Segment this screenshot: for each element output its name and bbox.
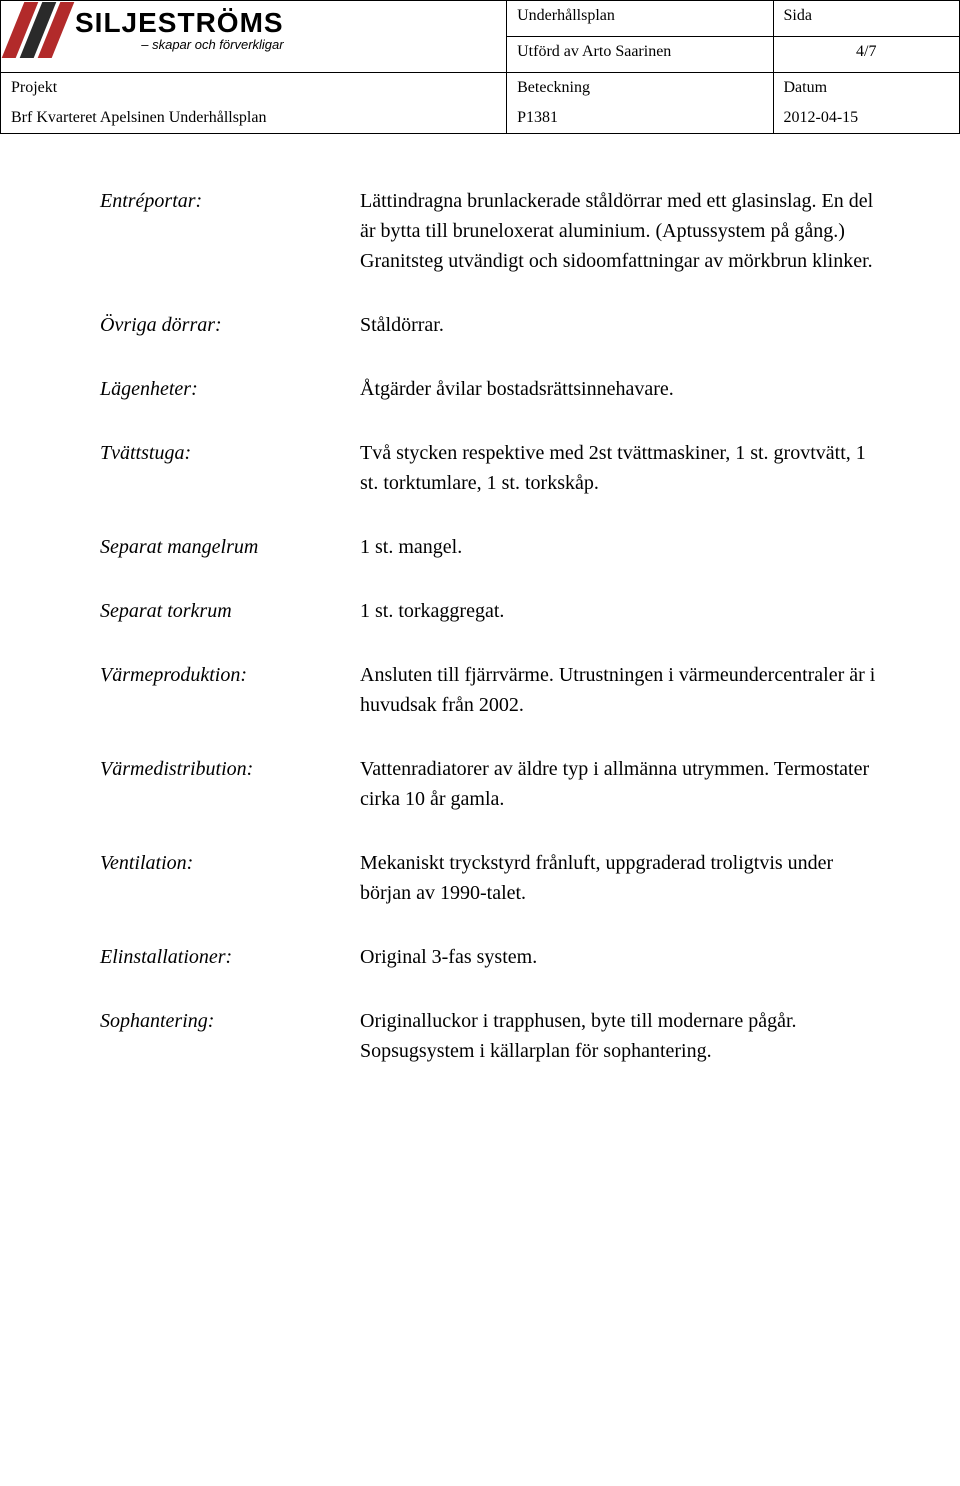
label-entreportar: Entréportar:: [100, 186, 360, 276]
logo-tagline: – skapar och förverkligar: [75, 37, 284, 52]
row-entreportar: Entréportar: Lättindragna brunlackerade …: [100, 186, 880, 276]
label-torkrum: Separat torkrum: [100, 596, 360, 626]
label-lagenheter: Lägenheter:: [100, 374, 360, 404]
projekt-value: Brf Kvarteret Apelsinen Underhållsplan: [1, 103, 507, 134]
content-body: Entréportar: Lättindragna brunlackerade …: [0, 134, 960, 1140]
row-mangelrum: Separat mangelrum 1 st. mangel.: [100, 532, 880, 562]
value-varmeproduktion: Ansluten till fjärrvärme. Utrustningen i…: [360, 660, 880, 720]
value-sophantering: Originalluckor i trapphusen, byte till m…: [360, 1006, 880, 1066]
sida-label: Sida: [773, 1, 960, 37]
row-tvattstuga: Tvättstuga: Två stycken respektive med 2…: [100, 438, 880, 498]
row-ovriga-dorrar: Övriga dörrar: Ståldörrar.: [100, 310, 880, 340]
author-line: Utförd av Arto Saarinen: [507, 37, 773, 73]
value-ovriga-dorrar: Ståldörrar.: [360, 310, 880, 340]
row-lagenheter: Lägenheter: Åtgärder åvilar bostadsrätts…: [100, 374, 880, 404]
value-torkrum: 1 st. torkaggregat.: [360, 596, 880, 626]
label-ventilation: Ventilation:: [100, 848, 360, 908]
label-ovriga-dorrar: Övriga dörrar:: [100, 310, 360, 340]
row-sophantering: Sophantering: Originalluckor i trapphuse…: [100, 1006, 880, 1066]
beteckning-label: Beteckning: [507, 73, 773, 104]
beteckning-value: P1381: [507, 103, 773, 134]
label-mangelrum: Separat mangelrum: [100, 532, 360, 562]
logo-name: SILJESTRÖMS: [75, 7, 284, 39]
projekt-label: Projekt: [1, 73, 507, 104]
row-torkrum: Separat torkrum 1 st. torkaggregat.: [100, 596, 880, 626]
datum-value: 2012-04-15: [773, 103, 960, 134]
logo-mark-icon: [11, 8, 67, 52]
page-number: 4/7: [773, 37, 960, 73]
row-elinstallationer: Elinstallationer: Original 3-fas system.: [100, 942, 880, 972]
datum-label: Datum: [773, 73, 960, 104]
page: SILJESTRÖMS – skapar och förverkligar Un…: [0, 0, 960, 1486]
value-tvattstuga: Två stycken respektive med 2st tvättmask…: [360, 438, 880, 498]
doc-title: Underhållsplan: [507, 1, 773, 37]
value-elinstallationer: Original 3-fas system.: [360, 942, 880, 972]
label-elinstallationer: Elinstallationer:: [100, 942, 360, 972]
label-sophantering: Sophantering:: [100, 1006, 360, 1066]
value-lagenheter: Åtgärder åvilar bostadsrättsinnehavare.: [360, 374, 880, 404]
label-varmedistribution: Värmedistribution:: [100, 754, 360, 814]
value-mangelrum: 1 st. mangel.: [360, 532, 880, 562]
value-varmedistribution: Vattenradiatorer av äldre typ i allmänna…: [360, 754, 880, 814]
row-ventilation: Ventilation: Mekaniskt tryckstyrd frånlu…: [100, 848, 880, 908]
value-ventilation: Mekaniskt tryckstyrd frånluft, uppgrader…: [360, 848, 880, 908]
row-varmeproduktion: Värmeproduktion: Ansluten till fjärrvärm…: [100, 660, 880, 720]
logo: SILJESTRÖMS – skapar och förverkligar: [11, 7, 496, 52]
logo-cell: SILJESTRÖMS – skapar och förverkligar: [1, 1, 507, 73]
label-varmeproduktion: Värmeproduktion:: [100, 660, 360, 720]
row-varmedistribution: Värmedistribution: Vattenradiatorer av ä…: [100, 754, 880, 814]
value-entreportar: Lättindragna brunlackerade ståldörrar me…: [360, 186, 880, 276]
header-box: SILJESTRÖMS – skapar och förverkligar Un…: [0, 0, 960, 134]
label-tvattstuga: Tvättstuga:: [100, 438, 360, 498]
